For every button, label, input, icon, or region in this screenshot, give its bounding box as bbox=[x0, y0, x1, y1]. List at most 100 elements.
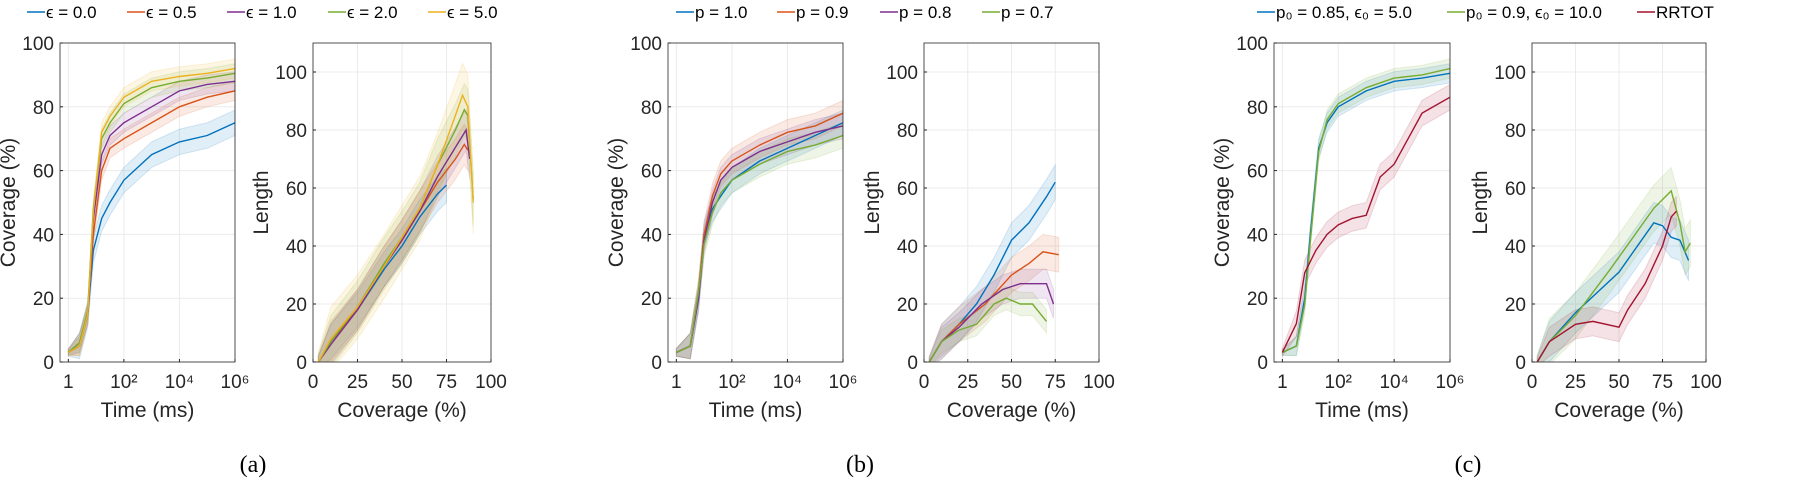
series-line-4 bbox=[317, 93, 474, 362]
x-axis-label: Time (ms) bbox=[1315, 399, 1409, 422]
axes-box bbox=[1273, 42, 1451, 363]
y-tick-label: 0 bbox=[651, 353, 662, 374]
legend-b: p = 1.0 p = 0.9 p = 0.8 p = 0.7 bbox=[676, 3, 1053, 22]
y-tick-label: 80 bbox=[1247, 98, 1268, 119]
y-tick-label: 40 bbox=[33, 225, 54, 246]
y-tick-label: 100 bbox=[1236, 34, 1268, 55]
legend-label: ϵ = 5.0 bbox=[447, 3, 498, 22]
confidence-band-2 bbox=[1281, 83, 1450, 358]
chart-c-coverage-vs-time: 1 10² 10⁴ 10⁶ 0 20 40 60 80 100 Time (ms) Coverage … bbox=[1211, 34, 1464, 422]
subfigure-caption: (c) bbox=[1455, 452, 1482, 478]
plot-area bbox=[928, 163, 1060, 362]
chart-b-length-vs-coverage: 0 25 50 75 100 0 20 40 60 80 100 Coverage (%) Length bbox=[861, 42, 1115, 422]
chart-c-length-vs-coverage: 0 25 50 75 100 0 20 40 60 80 100 Coverage (%) Length bbox=[1469, 42, 1722, 422]
x-tick-label: 100 bbox=[1690, 372, 1722, 393]
legend-label: p = 0.8 bbox=[899, 3, 951, 22]
y-tick-label: 20 bbox=[641, 289, 662, 310]
confidence-band-3 bbox=[317, 82, 474, 362]
plot-area bbox=[1536, 166, 1691, 362]
y-tick-label: 40 bbox=[1247, 225, 1268, 246]
axes-box bbox=[59, 42, 236, 363]
series-line-3 bbox=[928, 297, 1048, 362]
x-axis-label: Coverage (%) bbox=[947, 399, 1077, 422]
y-tick-label: 40 bbox=[641, 225, 662, 246]
legend-c: p₀ = 0.85, ϵ₀ = 5.0 p₀ = 0.9, ϵ₀ = 10.0 RR… bbox=[1257, 3, 1714, 22]
legend-label: RRTOT bbox=[1656, 3, 1714, 22]
x-axis-label: Coverage (%) bbox=[1554, 399, 1684, 422]
y-tick-label: 60 bbox=[641, 162, 662, 183]
series-line-4 bbox=[67, 67, 235, 354]
legend-label: p₀ = 0.85, ϵ₀ = 5.0 bbox=[1276, 3, 1412, 22]
y-tick-label: 80 bbox=[1505, 121, 1526, 142]
confidence-band-0 bbox=[67, 109, 235, 360]
x-tick-label: 0 bbox=[308, 372, 319, 393]
y-tick-label: 0 bbox=[1515, 353, 1526, 374]
legend-a: ϵ = 0.0 ϵ = 0.5 ϵ = 1.0 ϵ = 2.0 ϵ = 5.0 bbox=[27, 3, 498, 22]
legend-label: ϵ = 0.0 bbox=[46, 3, 97, 22]
confidence-band-2 bbox=[317, 108, 471, 362]
series-line-1 bbox=[1536, 189, 1691, 362]
legend-label: p = 1.0 bbox=[695, 3, 747, 22]
x-axis-label: Time (ms) bbox=[101, 399, 195, 422]
x-tick-label: 1 bbox=[1277, 372, 1288, 393]
subfigure-caption: (a) bbox=[240, 452, 267, 478]
y-tick-label: 20 bbox=[1247, 289, 1268, 310]
y-tick-label: 0 bbox=[1257, 353, 1268, 374]
chart-a-length-vs-coverage: 0 25 50 75 100 0 20 40 60 80 100 Coverage (%) Length bbox=[250, 42, 507, 422]
y-tick-label: 60 bbox=[286, 179, 307, 200]
plot-area bbox=[1281, 58, 1450, 358]
confidence-band-2 bbox=[1536, 195, 1677, 362]
y-tick-label: 100 bbox=[886, 63, 918, 84]
y-tick-label: 20 bbox=[286, 295, 307, 316]
x-tick-label: 100 bbox=[1083, 372, 1115, 393]
x-tick-label: 1 bbox=[671, 372, 682, 393]
y-axis-label: Coverage (%) bbox=[1211, 138, 1234, 268]
y-tick-label: 60 bbox=[1247, 162, 1268, 183]
x-tick-label: 1 bbox=[63, 372, 74, 393]
y-axis-label: Coverage (%) bbox=[605, 138, 628, 268]
x-axis-label: Coverage (%) bbox=[337, 399, 467, 422]
chart-b-coverage-vs-time: 1 10² 10⁴ 10⁶ 0 20 40 60 80 100 Time (ms) Coverage … bbox=[605, 34, 857, 422]
x-tick-label: 50 bbox=[391, 372, 412, 393]
y-tick-label: 80 bbox=[897, 121, 918, 142]
x-tick-label: 10⁴ bbox=[165, 372, 194, 393]
chart-a-coverage-vs-time: 1 10² 10⁴ 10⁶ 0 20 40 60 80 100 Time (ms) Coverage … bbox=[0, 34, 249, 422]
subfigure-caption: (b) bbox=[846, 452, 874, 478]
confidence-band-0 bbox=[1536, 201, 1690, 362]
confidence-band-2 bbox=[675, 112, 843, 360]
y-tick-label: 100 bbox=[630, 34, 662, 55]
x-tick-label: 10⁶ bbox=[829, 372, 858, 393]
plot-area bbox=[675, 99, 843, 360]
x-tick-label: 75 bbox=[436, 372, 457, 393]
legend-label: ϵ = 2.0 bbox=[347, 3, 398, 22]
y-tick-label: 20 bbox=[1505, 295, 1526, 316]
y-tick-label: 60 bbox=[33, 162, 54, 183]
y-tick-label: 20 bbox=[897, 295, 918, 316]
x-tick-label: 10⁶ bbox=[221, 372, 250, 393]
x-axis-label: Time (ms) bbox=[709, 399, 803, 422]
series-line-1 bbox=[1282, 67, 1450, 354]
confidence-band-2 bbox=[928, 268, 1054, 362]
y-tick-label: 100 bbox=[22, 34, 54, 55]
axes-box bbox=[667, 42, 844, 363]
x-tick-label: 75 bbox=[1045, 372, 1066, 393]
x-tick-label: 10⁴ bbox=[1379, 372, 1408, 393]
confidence-band-1 bbox=[928, 233, 1060, 362]
x-tick-label: 10² bbox=[110, 372, 137, 393]
y-tick-label: 0 bbox=[907, 353, 918, 374]
confidence-band-3 bbox=[928, 286, 1047, 362]
y-tick-label: 80 bbox=[641, 98, 662, 119]
x-tick-label: 100 bbox=[475, 372, 507, 393]
y-tick-label: 100 bbox=[275, 63, 307, 84]
legend-label: p₀ = 0.9, ϵ₀ = 10.0 bbox=[1466, 3, 1602, 22]
x-tick-label: 10⁶ bbox=[1436, 372, 1465, 393]
x-tick-label: 10² bbox=[1325, 372, 1352, 393]
series-line-0 bbox=[1282, 72, 1450, 354]
x-tick-label: 25 bbox=[347, 372, 368, 393]
y-tick-label: 60 bbox=[1505, 179, 1526, 200]
confidence-band-4 bbox=[317, 61, 474, 362]
x-tick-label: 75 bbox=[1652, 372, 1673, 393]
legend-label: ϵ = 1.0 bbox=[246, 3, 297, 22]
y-axis-label: Length bbox=[1469, 170, 1492, 234]
